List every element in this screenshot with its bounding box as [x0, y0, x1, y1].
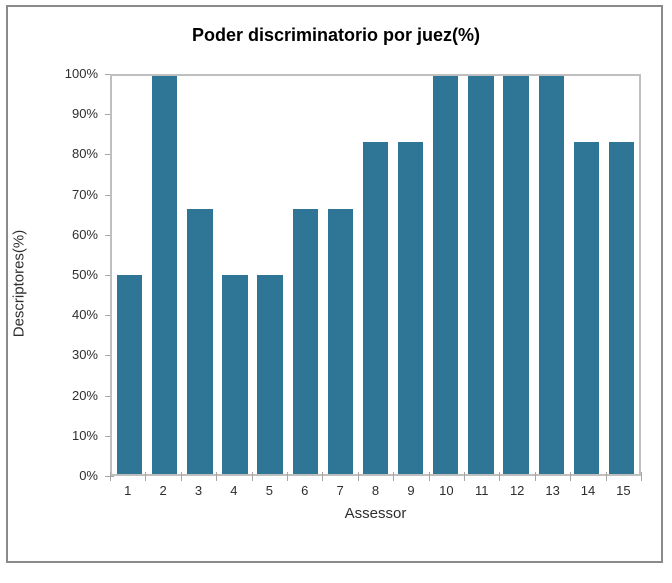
x-tick-label: 9 — [407, 483, 415, 498]
y-tick-label: 10% — [71, 427, 98, 443]
y-tick-label: 40% — [71, 307, 98, 323]
y-tick-label: 0% — [79, 468, 98, 483]
y-tick-label: 60% — [71, 226, 98, 242]
bar-slot — [358, 76, 393, 474]
bar-assessor-4 — [222, 275, 248, 474]
y-tick-mark — [105, 315, 114, 316]
chart-title: Poder discriminatorio por juez(%) — [191, 25, 481, 45]
x-tick-mark — [181, 472, 182, 481]
x-tick-mark — [641, 472, 642, 481]
x-tick-mark — [252, 472, 253, 481]
bar-assessor-11 — [468, 76, 494, 474]
x-tick-mark — [606, 472, 607, 481]
x-tick-mark — [216, 472, 217, 481]
x-tick-label: 3 — [194, 483, 203, 498]
bar-slot — [499, 76, 534, 474]
bar-assessor-15 — [608, 142, 635, 474]
y-tick-label: 20% — [71, 387, 98, 403]
y-tick-mark — [105, 74, 114, 75]
y-tick-mark — [105, 235, 114, 236]
x-tick-label: 12 — [509, 483, 525, 498]
x-tick-label: 10 — [439, 483, 454, 498]
y-axis-title: Descriptores(%) — [10, 229, 28, 338]
x-tick-label: 8 — [371, 483, 380, 498]
bar-assessor-8 — [362, 142, 389, 474]
bar-assessor-1 — [116, 275, 143, 474]
x-tick-mark — [145, 472, 146, 481]
bar-assessor-13 — [538, 76, 564, 474]
plot-area — [110, 74, 641, 476]
y-tick-mark — [105, 476, 114, 477]
bar-slot — [182, 76, 217, 474]
y-tick-mark — [105, 154, 114, 155]
y-tick-mark — [105, 195, 114, 196]
bar-slot — [112, 76, 147, 474]
x-tick-label: 1 — [124, 483, 132, 498]
bar-assessor-7 — [327, 208, 354, 474]
bar-slot — [534, 76, 569, 474]
bar-assessor-2 — [152, 76, 178, 474]
bar-assessor-9 — [398, 142, 424, 474]
y-tick-label: 70% — [71, 186, 98, 202]
y-tick-mark — [105, 355, 114, 356]
x-axis-tick-labels: 1 2 3 4 5 6 7 8 9 10 11 12 13 14 15 — [110, 483, 641, 498]
x-tick-mark — [358, 472, 359, 481]
bar-slot — [323, 76, 358, 474]
bar-series — [112, 76, 639, 474]
x-tick-label: 15 — [616, 483, 631, 498]
bar-assessor-3 — [187, 208, 213, 474]
y-tick-mark — [105, 436, 114, 437]
x-axis-title: Assessor — [344, 505, 407, 522]
bar-slot — [569, 76, 604, 474]
bar-slot — [393, 76, 428, 474]
bar-slot — [217, 76, 252, 474]
bar-assessor-6 — [292, 208, 318, 474]
x-tick-mark — [464, 472, 465, 481]
bar-slot — [604, 76, 639, 474]
x-tick-mark — [535, 472, 536, 481]
y-tick-label: 80% — [71, 146, 98, 162]
y-tick-mark — [105, 396, 114, 397]
x-tick-mark — [570, 472, 571, 481]
x-tick-label: 7 — [336, 483, 344, 498]
x-tick-mark — [499, 472, 500, 481]
x-tick-mark — [110, 472, 111, 481]
x-tick-mark — [322, 472, 323, 481]
bar-assessor-12 — [503, 76, 529, 474]
bar-slot — [253, 76, 288, 474]
x-tick-label: 2 — [159, 483, 167, 498]
y-tick-label: 30% — [71, 347, 98, 363]
bar-slot — [288, 76, 323, 474]
x-tick-label: 4 — [230, 483, 238, 498]
bar-slot — [463, 76, 498, 474]
x-tick-label: 11 — [475, 483, 489, 498]
x-tick-label: 13 — [545, 483, 560, 498]
bar-assessor-5 — [257, 275, 283, 474]
y-tick-mark — [105, 114, 114, 115]
x-tick-mark — [429, 472, 430, 481]
x-tick-label: 14 — [580, 483, 596, 498]
x-tick-mark — [393, 472, 394, 481]
bar-slot — [147, 76, 182, 474]
y-tick-label: 90% — [71, 106, 98, 122]
y-tick-label: 50% — [71, 267, 98, 282]
x-tick-mark — [287, 472, 288, 481]
x-tick-label: 6 — [301, 483, 309, 498]
y-tick-mark — [105, 275, 114, 276]
bar-assessor-14 — [573, 142, 600, 474]
y-tick-label: 100% — [64, 66, 98, 81]
bar-assessor-10 — [433, 76, 459, 474]
bar-slot — [428, 76, 463, 474]
x-tick-label: 5 — [265, 483, 273, 498]
